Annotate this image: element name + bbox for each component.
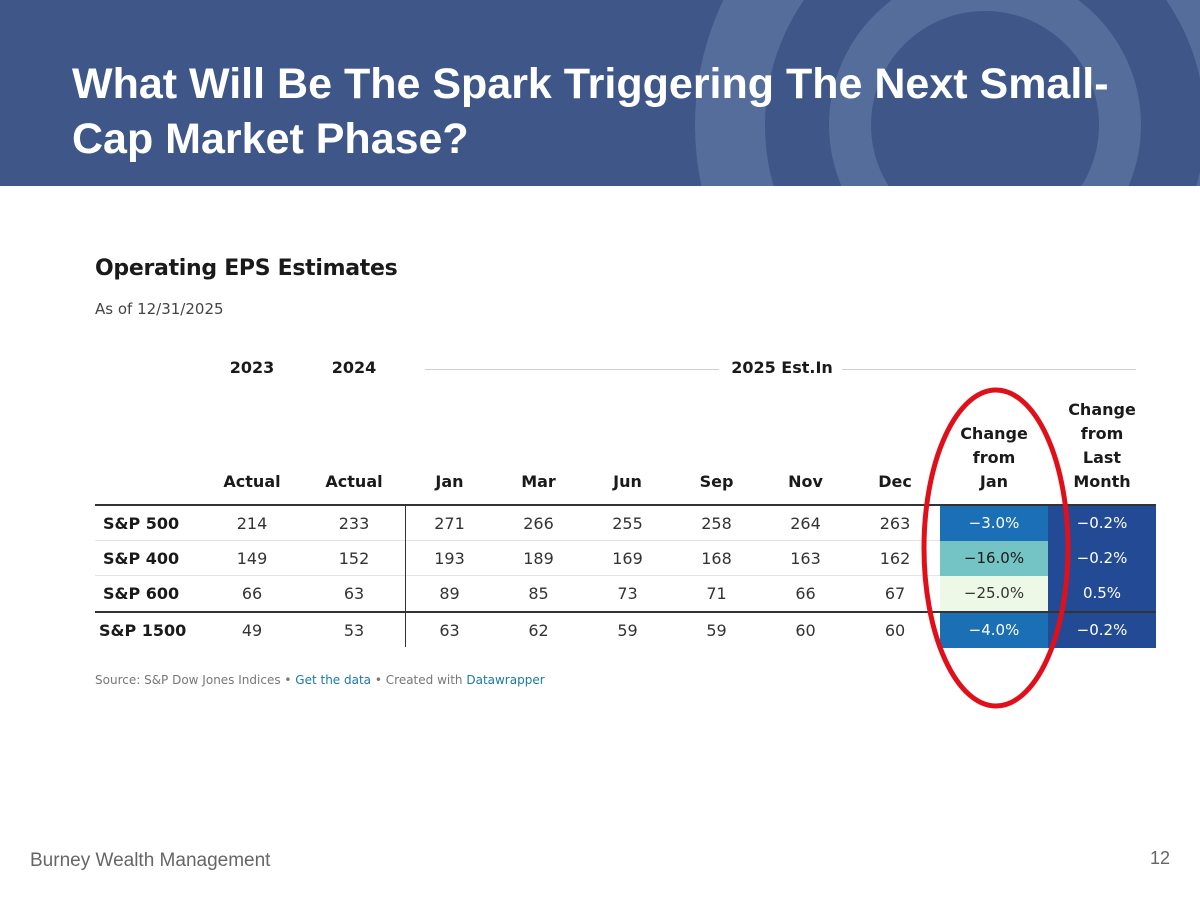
total-rule: [95, 611, 1156, 613]
cell-dec: 67: [884, 584, 906, 603]
cell-sep: 168: [701, 549, 732, 568]
group-header-2024: 2024: [331, 358, 377, 377]
created-with-text: Created with: [385, 673, 467, 687]
cell-jun: 255: [612, 514, 643, 533]
col-header-2023-actual: Actual: [223, 472, 281, 491]
cell-mar: 85: [528, 584, 549, 603]
cell-nov: 264: [790, 514, 821, 533]
cell-2024: 152: [338, 549, 370, 568]
cell-change-from-last-month: 0.5%: [1048, 576, 1156, 611]
column-divider: [405, 505, 406, 647]
cell-dec: 162: [879, 549, 911, 568]
row-divider: [95, 575, 940, 576]
cell-jan: 271: [434, 514, 465, 533]
get-the-data-link[interactable]: Get the data: [295, 673, 372, 687]
cell-change-from-last-month: −0.2%: [1048, 613, 1156, 648]
cell-jan: 89: [439, 584, 460, 603]
col-header-jun: Jun: [613, 472, 642, 491]
cell-2024: 233: [338, 514, 370, 533]
col-header-mar: Mar: [521, 472, 556, 491]
col-header-sep: Sep: [699, 472, 734, 491]
col-header-change-from-jan: Change from Jan: [960, 424, 1028, 491]
cell-change-from-jan: −25.0%: [940, 576, 1048, 611]
col-header-jan: Jan: [435, 472, 464, 491]
cell-mar: 62: [528, 621, 549, 640]
cell-jan: 63: [439, 621, 460, 640]
cell-2023: 49: [241, 621, 263, 640]
cell-jun: 59: [617, 621, 638, 640]
cell-mar: 189: [523, 549, 554, 568]
table-row: S&P 500 214 233 271 266 255 258 264 263 …: [95, 506, 1156, 541]
row-name: S&P 600: [103, 584, 180, 603]
cell-dec: 60: [884, 621, 906, 640]
row-name: S&P 500: [103, 514, 180, 533]
col-header-change-from-last-month: Change from Last Month: [1068, 400, 1136, 491]
cell-2024: 53: [343, 621, 365, 640]
cell-change-from-jan: −4.0%: [940, 613, 1048, 648]
row-name: S&P 400: [103, 549, 180, 568]
table-title: Operating EPS Estimates: [95, 256, 398, 281]
col-header-nov: Nov: [788, 472, 823, 491]
cell-mar: 266: [523, 514, 554, 533]
group-rule-right: [842, 369, 1136, 370]
footer-company-name: Burney Wealth Management: [30, 850, 271, 871]
datawrapper-link[interactable]: Datawrapper: [466, 673, 545, 687]
cell-jun: 169: [612, 549, 643, 568]
slide-title: What Will Be The Spark Triggering The Ne…: [72, 60, 1109, 163]
table-subtitle: As of 12/31/2025: [95, 300, 224, 318]
cell-nov: 66: [795, 584, 816, 603]
cell-change-from-last-month: −0.2%: [1048, 506, 1156, 541]
table-row: S&P 400 149 152 193 189 169 168 163 162 …: [95, 541, 1156, 576]
decorative-arc-shape: [695, 0, 1200, 186]
cell-nov: 60: [795, 621, 816, 640]
source-text: Source: S&P Dow Jones Indices: [95, 673, 281, 687]
cell-jan: 193: [434, 549, 465, 568]
cell-2023: 214: [236, 514, 268, 533]
cell-sep: 71: [706, 584, 727, 603]
source-line: Source: S&P Dow Jones Indices • Get the …: [95, 673, 545, 687]
col-header-2024-actual: Actual: [325, 472, 383, 491]
title-banner: What Will Be The Spark Triggering The Ne…: [0, 0, 1200, 186]
page-number: 12: [1150, 848, 1171, 868]
cell-change-from-jan: −3.0%: [940, 506, 1048, 541]
separator-dot: •: [371, 673, 386, 687]
table-row: S&P 1500 49 53 63 62 59 59 60 60 −4.0% −…: [95, 613, 1156, 648]
cell-change-from-jan: −16.0%: [940, 541, 1048, 576]
cell-2023: 66: [241, 584, 263, 603]
header-rule: [95, 504, 1156, 506]
row-divider: [95, 540, 940, 541]
row-name: S&P 1500: [99, 621, 187, 640]
group-header-2023: 2023: [229, 358, 275, 377]
cell-nov: 163: [790, 549, 821, 568]
col-header-dec: Dec: [878, 472, 912, 491]
cell-jun: 73: [617, 584, 638, 603]
table-row: S&P 600 66 63 89 85 73 71 66 67 −25.0% 0…: [95, 576, 1156, 611]
cell-sep: 59: [706, 621, 727, 640]
group-header-2025: 2025 Est.In: [731, 358, 833, 377]
cell-change-from-last-month: −0.2%: [1048, 541, 1156, 576]
cell-2024: 63: [343, 584, 365, 603]
separator-dot: •: [280, 673, 296, 687]
cell-2023: 149: [236, 549, 268, 568]
cell-sep: 258: [701, 514, 732, 533]
cell-dec: 263: [879, 514, 911, 533]
group-rule-left: [425, 369, 719, 370]
